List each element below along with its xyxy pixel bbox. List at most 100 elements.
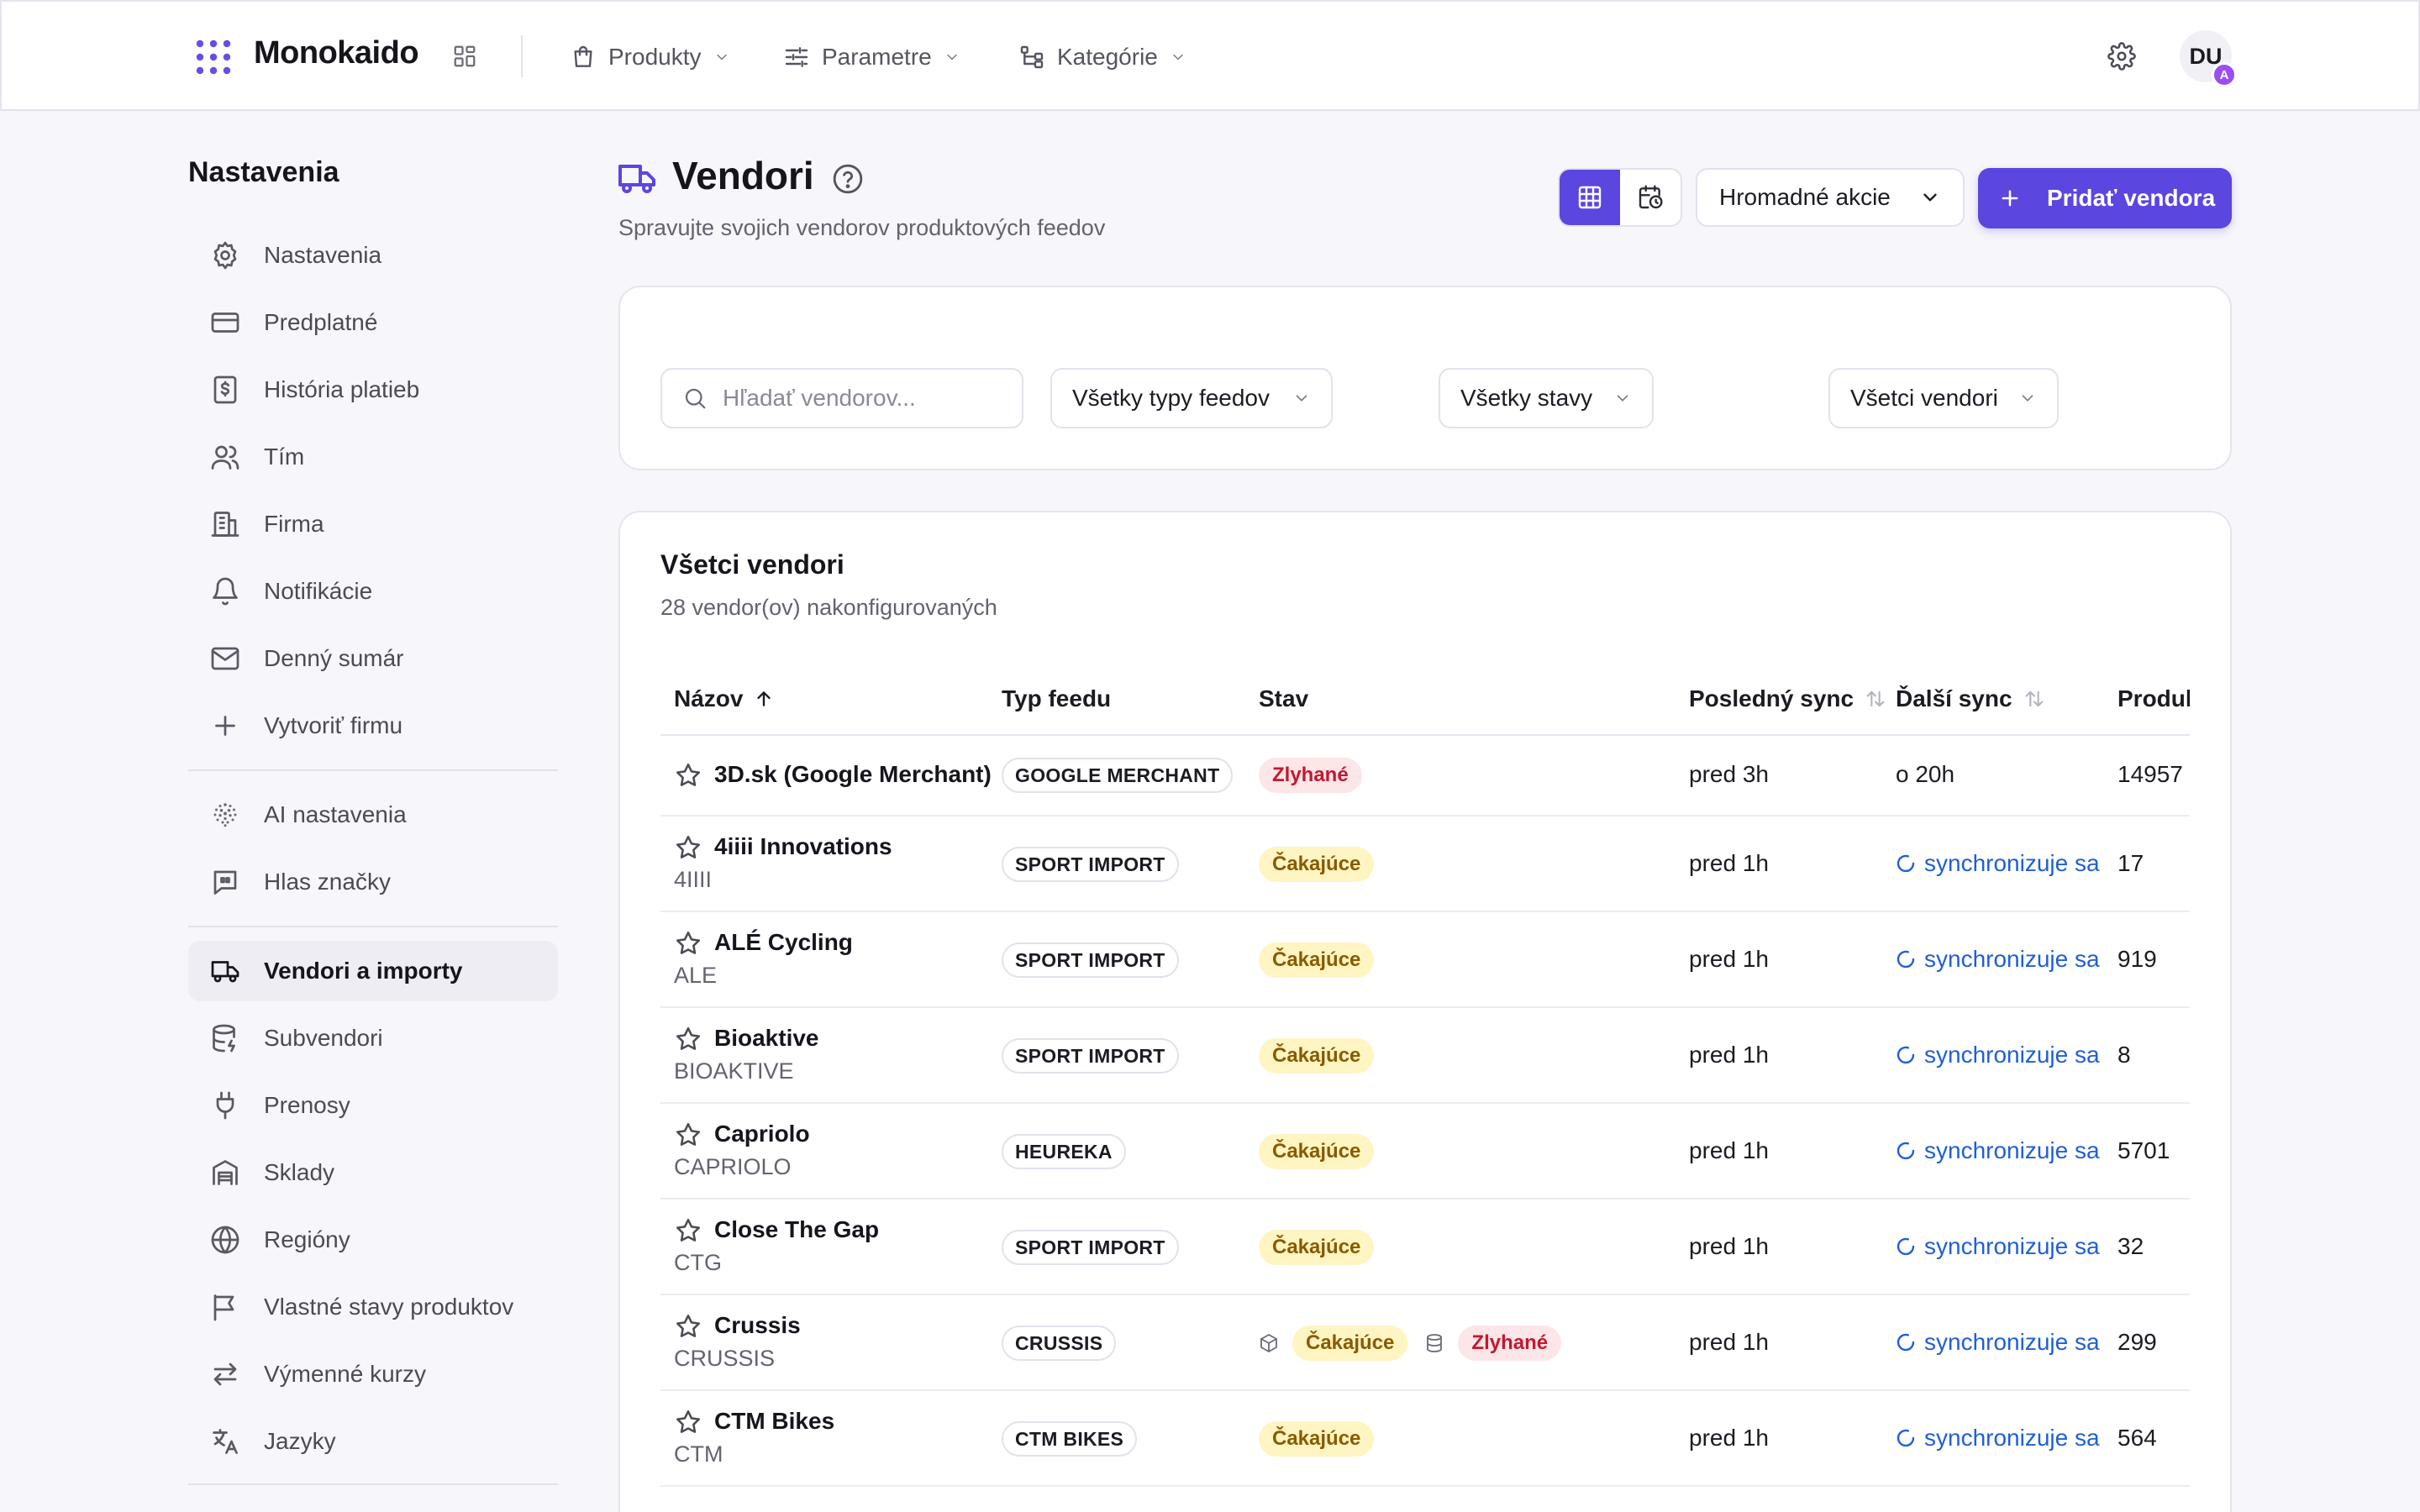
column-header-last-sync[interactable]: Posledný sync	[1689, 685, 1887, 712]
vendor-name[interactable]: Close The Gap	[714, 1216, 879, 1243]
flag-icon	[208, 1290, 242, 1324]
table-row[interactable]: ALÉ Cycling ALE SPORT IMPORT Čakajúce pr…	[660, 912, 2190, 1008]
feed-type-value: Všetky typy feedov	[1072, 385, 1270, 412]
search-icon	[682, 386, 708, 411]
column-header-label: Posledný sync	[1689, 685, 1854, 712]
table-view-button[interactable]	[1560, 170, 1620, 225]
star-icon[interactable]	[674, 1312, 702, 1341]
add-vendor-button[interactable]: Pridať vendora	[1978, 168, 2232, 228]
vendor-name[interactable]: CTM Bikes	[714, 1408, 834, 1435]
star-icon[interactable]	[674, 1025, 702, 1053]
vendor-name[interactable]: Capriolo	[714, 1121, 810, 1147]
column-header-feed[interactable]: Typ feedu	[1002, 685, 1111, 712]
sidebar-item-label: Denný sumár	[264, 645, 404, 672]
sidebar-item-vlastne-stavy[interactable]: Vlastné stavy produktov	[188, 1277, 558, 1337]
nav-label: Kategórie	[1057, 44, 1158, 71]
next-sync-link[interactable]: synchronizuje sa	[1896, 850, 2100, 877]
vendors-value: Všetci vendori	[1850, 385, 1998, 412]
app-name[interactable]: Monokaido	[254, 35, 418, 71]
apps-grid-icon[interactable]	[452, 44, 477, 69]
nav-parametre[interactable]: Parametre	[783, 35, 960, 79]
vendor-search[interactable]	[660, 368, 1023, 428]
next-sync-link[interactable]: synchronizuje sa	[1896, 1233, 2100, 1260]
sidebar-item-prenosy[interactable]: Prenosy	[188, 1075, 558, 1136]
sidebar-item-label: Vytvoriť firmu	[264, 712, 402, 739]
sidebar-item-jazyky[interactable]: Jazyky	[188, 1411, 558, 1472]
next-sync-link[interactable]: synchronizuje sa	[1896, 1425, 2100, 1452]
vendor-name[interactable]: 3D.sk (Google Merchant)	[714, 761, 992, 788]
feed-type-select[interactable]: Všetky typy feedov	[1050, 368, 1333, 428]
star-icon[interactable]	[674, 761, 702, 790]
star-icon[interactable]	[674, 1121, 702, 1149]
table-row[interactable]: Bioaktive BIOAKTIVE SPORT IMPORT Čakajúc…	[660, 1008, 2190, 1104]
status-cell: Čakajúce	[1259, 942, 1374, 979]
sidebar-item-nastavenia[interactable]: Nastavenia	[188, 225, 558, 286]
star-icon[interactable]	[674, 929, 702, 958]
sidebar-item-vymenne-kurzy[interactable]: Výmenné kurzy	[188, 1344, 558, 1404]
help-icon[interactable]	[832, 163, 864, 195]
table-row[interactable]: Capriolo CAPRIOLO HEUREKA Čakajúce pred …	[660, 1104, 2190, 1200]
column-header-next-sync[interactable]: Ďalší sync	[1896, 685, 2046, 712]
sidebar-item-vendori-a-importy[interactable]: Vendori a importy	[188, 941, 558, 1001]
last-sync-value: pred 1h	[1689, 1233, 1769, 1260]
status-select[interactable]: Všetky stavy	[1439, 368, 1654, 428]
column-header-status[interactable]: Stav	[1259, 685, 1308, 712]
sidebar-item-tim[interactable]: Tím	[188, 427, 558, 487]
next-sync-link[interactable]: synchronizuje sa	[1896, 1329, 2100, 1356]
next-sync-link[interactable]: synchronizuje sa	[1896, 1137, 2100, 1164]
sidebar-item-subvendori[interactable]: Subvendori	[188, 1008, 558, 1068]
logo-icon	[195, 39, 232, 76]
vendor-code: CTM	[674, 1441, 723, 1467]
vendor-name[interactable]: Crussis	[714, 1312, 801, 1339]
table-row[interactable]: 4iiii Innovations 4IIII SPORT IMPORT Čak…	[660, 816, 2190, 912]
sidebar-item-label: Prenosy	[264, 1092, 350, 1119]
avatar-badge: A	[2212, 62, 2237, 87]
star-icon[interactable]	[674, 833, 702, 862]
star-icon[interactable]	[674, 1216, 702, 1245]
column-header-products[interactable]: Produkty	[2118, 685, 2190, 712]
chevron-down-icon	[713, 49, 730, 66]
last-sync-value: pred 1h	[1689, 1329, 1769, 1356]
sidebar-item-vytvorit-firmu[interactable]: Vytvoriť firmu	[188, 696, 558, 756]
settings-gear-icon[interactable]	[2107, 42, 2136, 71]
feed-type-badge: CTM BIKES	[1002, 1421, 1137, 1457]
sidebar-item-ai-nastavenia[interactable]: AI nastavenia	[188, 785, 558, 845]
products-count: 564	[2118, 1425, 2157, 1452]
schedule-view-button[interactable]	[1620, 170, 1681, 225]
sidebar-item-regiony[interactable]: Regióny	[188, 1210, 558, 1270]
page-title: Vendori	[672, 153, 814, 198]
sidebar-item-sklady[interactable]: Sklady	[188, 1142, 558, 1203]
products-count: 5701	[2118, 1137, 2170, 1164]
sidebar-item-label: Predplatné	[264, 309, 377, 336]
next-sync-link[interactable]: synchronizuje sa	[1896, 946, 2100, 973]
nav-produkty[interactable]: Produkty	[570, 35, 730, 79]
table-row[interactable]: CTM Bikes CTM CTM BIKES Čakajúce pred 1h…	[660, 1391, 2190, 1487]
vendors-select[interactable]: Všetci vendori	[1828, 368, 2059, 428]
sidebar-item-historia-platieb[interactable]: História platieb	[188, 360, 558, 420]
status-cell: Čakajúce	[1259, 1133, 1374, 1170]
chevron-down-icon	[1919, 186, 1941, 208]
star-icon[interactable]	[674, 1408, 702, 1436]
sidebar-item-label: Tím	[264, 444, 304, 470]
search-input[interactable]	[723, 385, 1008, 412]
sidebar-item-denny-sumar[interactable]: Denný sumár	[188, 628, 558, 689]
vendor-code: ALE	[674, 963, 717, 989]
status-badge: Čakajúce	[1259, 1230, 1374, 1265]
nav-kategorie[interactable]: Kategórie	[1018, 35, 1186, 79]
feed-type-badge: SPORT IMPORT	[1002, 1038, 1179, 1074]
sidebar-item-notifikacie[interactable]: Notifikácie	[188, 561, 558, 622]
column-header-name[interactable]: Názov	[674, 685, 775, 712]
chevron-down-icon	[944, 49, 960, 66]
last-sync-value: pred 1h	[1689, 1137, 1769, 1164]
sidebar-item-firma[interactable]: Firma	[188, 494, 558, 554]
bulk-actions-dropdown[interactable]: Hromadné akcie	[1696, 168, 1965, 227]
table-row[interactable]: Close The Gap CTG SPORT IMPORT Čakajúce …	[660, 1200, 2190, 1295]
sidebar-item-hlas-znacky[interactable]: Hlas značky	[188, 852, 558, 912]
vendor-name[interactable]: ALÉ Cycling	[714, 929, 853, 956]
table-row[interactable]: Crussis CRUSSIS CRUSSIS Čakajúce Zlyhané…	[660, 1295, 2190, 1391]
next-sync-link[interactable]: synchronizuje sa	[1896, 1042, 2100, 1068]
table-row[interactable]: 3D.sk (Google Merchant) GOOGLE MERCHANT …	[660, 736, 2190, 816]
vendor-name[interactable]: 4iiii Innovations	[714, 833, 892, 860]
sidebar-item-predplatne[interactable]: Predplatné	[188, 292, 558, 353]
vendor-name[interactable]: Bioaktive	[714, 1025, 819, 1052]
